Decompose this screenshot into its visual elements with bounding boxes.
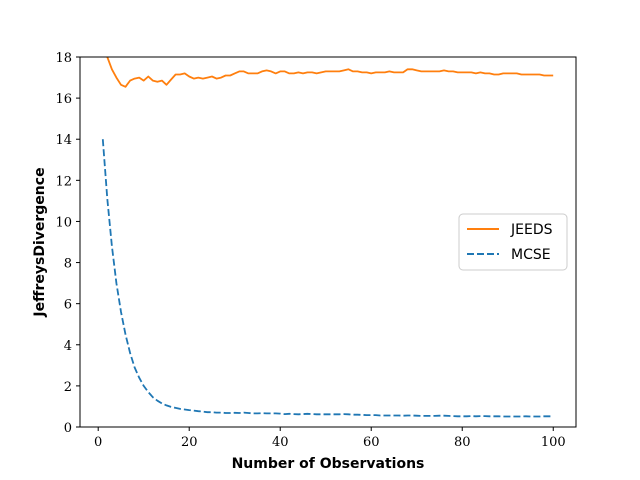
series-layer [101,57,554,418]
y-axis: 0 2 4 6 8 10 12 14 16 18 [55,51,80,436]
y-tick-label: 0 [64,421,72,436]
x-tick-label: 100 [541,435,566,450]
y-tick-label: 18 [55,51,72,66]
y-axis-title: JeffreysDivergence [32,167,48,317]
x-tick-label: 40 [272,435,289,450]
series-line-mcse [101,139,554,418]
x-tick-label: 60 [363,435,380,450]
legend-label-jeeds: JEEDS [510,222,553,238]
y-tick-label: 6 [64,298,72,313]
x-tick-label: 20 [181,435,198,450]
series-line-jeeds [106,57,554,88]
y-tick-label: 12 [55,174,72,189]
x-axis-title: Number of Observations [232,456,425,472]
legend-label-mcse: MCSE [511,247,551,263]
x-axis: 0 20 40 60 80 100 [94,427,566,450]
y-tick-label: 10 [55,215,72,230]
y-tick-label: 14 [55,133,72,148]
y-tick-label: 8 [64,257,72,272]
legend: JEEDS MCSE [458,213,568,271]
y-tick-label: 2 [64,380,72,395]
x-tick-label: 80 [454,435,471,450]
y-tick-label: 16 [55,92,72,107]
plot-frame [79,56,577,428]
y-tick-label: 4 [64,339,72,354]
x-tick-label: 0 [94,435,102,450]
